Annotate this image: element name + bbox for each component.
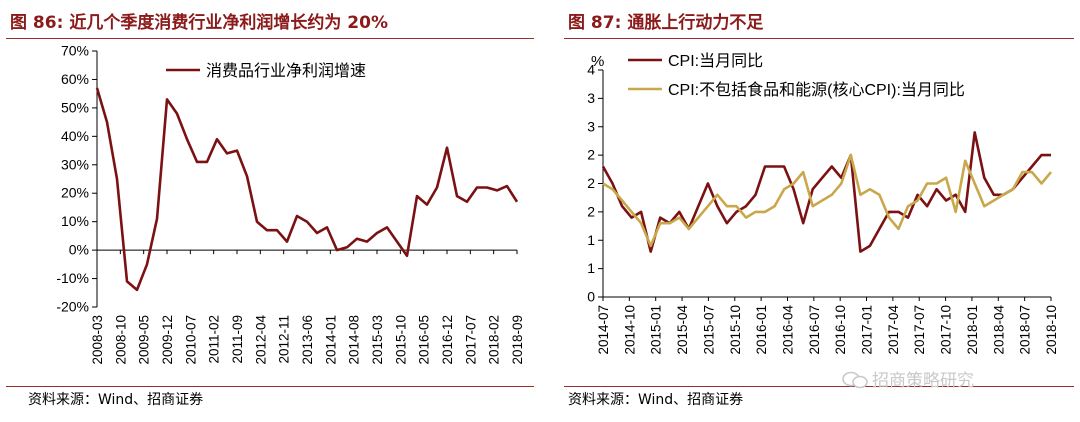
left-x-tick-label: 2017-07 [463, 315, 478, 365]
right-y-axis-label: % [591, 53, 604, 70]
left-x-tick-label: 2015-10 [393, 315, 408, 365]
left-x-tick-label: 2011-02 [207, 315, 222, 364]
left-x-tick-label: 2012-11 [277, 315, 292, 364]
watermark-text: 招商策略研究 [872, 371, 974, 391]
left-title-rule [6, 38, 534, 39]
left-x-tick-label: 2013-06 [300, 315, 315, 365]
left-panel: 图 86: 近几个季度消费行业净利润增长约为 20% -20% -10% 0% 10% 2… [6, 8, 534, 408]
left-y-tick-label: 40% [61, 128, 89, 144]
right-x-tick-label: 2016-10 [833, 305, 848, 355]
left-y-tick-label: -20% [56, 299, 89, 315]
left-x-tick-label: 2018-02 [487, 315, 502, 365]
left-x-tick-label: 2016-12 [440, 315, 455, 365]
right-figure-number: 图 87: [568, 13, 622, 33]
left-y-tick-label: 60% [61, 71, 89, 87]
right-y-tick-label: 4 [587, 62, 595, 78]
right-x-tick-label: 2018-04 [991, 305, 1006, 355]
left-legend-label-0: 消费品行业净利润增速 [206, 62, 366, 80]
right-source-note: 资料来源：Wind、招商证券 [568, 392, 744, 408]
left-y-tick-label: 10% [61, 213, 89, 229]
right-x-tick-label: 2015-04 [675, 305, 690, 355]
left-x-tick-label: 2018-09 [510, 315, 525, 365]
right-x-tick-label: 2015-01 [649, 305, 664, 355]
right-x-tick-label: 2014-07 [596, 305, 611, 355]
right-x-tick-label: 2015-10 [728, 305, 743, 355]
left-x-tick-label: 2008-10 [113, 315, 128, 365]
left-y-tick-label: 0% [69, 242, 89, 258]
left-y-tick-label: -10% [56, 270, 89, 286]
left-figure-number: 图 86: [10, 13, 64, 33]
right-x-tick-label: 2017-10 [939, 305, 954, 355]
right-y-tick-label: 2 [587, 203, 595, 219]
right-x-tick-label: 2017-07 [912, 305, 927, 355]
right-x-tick-label: 2016-01 [754, 305, 769, 355]
wechat-icon [842, 371, 868, 389]
right-chart-title: 图 87: 通胀上行动力不足 [568, 8, 763, 33]
left-x-tick-label: 2011-09 [230, 315, 245, 364]
right-y-tick-label: 3 [587, 90, 595, 106]
right-y-tick-label: 1 [587, 260, 595, 276]
left-line-chart: -20% -10% 0% 10% 20% 30% 40% 50% 60% 70% 2008-03 20… [56, 43, 525, 365]
left-y-tick-label: 30% [61, 156, 89, 172]
right-y-tick-label: 0 [587, 289, 595, 305]
right-x-tick-label: 2016-04 [780, 305, 795, 355]
left-series-0-line [95, 87, 519, 292]
watermark: 招商策略研究 [842, 366, 974, 391]
left-x-tick-label: 2009-05 [137, 315, 152, 365]
left-x-tick-label: 2014-08 [347, 315, 362, 365]
right-y-tick-label: 2 [587, 147, 595, 163]
right-line-chart: 0 1 1 2 2 2 3 3 4 2014-07 2014-10 2015-01 2015-04 201… [587, 52, 1059, 355]
right-x-tick-label: 2017-04 [886, 305, 901, 355]
right-x-tick-label: 2018-10 [1044, 305, 1059, 355]
right-y-tick-label: 2 [587, 175, 595, 191]
left-source-rule [6, 386, 534, 387]
left-y-tick-label: 50% [61, 99, 89, 115]
right-y-tick-label: 1 [587, 232, 595, 248]
left-x-tick-label: 2009-12 [160, 315, 175, 365]
left-source-note: 资料来源：Wind、招商证券 [28, 392, 204, 408]
left-x-tick-label: 2008-03 [90, 315, 105, 365]
right-source-rule [564, 386, 1074, 387]
left-y-tick-label: 70% [61, 43, 89, 59]
left-y-tick-label: 20% [61, 185, 89, 201]
left-x-tick-label: 2015-03 [370, 315, 385, 365]
right-x-tick-label: 2014-10 [622, 305, 637, 355]
right-x-tick-label: 2016-07 [807, 305, 822, 355]
right-panel: 图 87: 通胀上行动力不足 0 1 1 2 2 2 3 3 4 2014-07 2014-10 201… [558, 0, 1080, 422]
right-y-tick-label: 3 [587, 118, 595, 134]
left-x-tick-label: 2010-07 [183, 315, 198, 365]
left-x-tick-label: 2014-01 [323, 315, 338, 365]
left-x-tick-label: 2012-04 [253, 315, 268, 365]
right-title-rule [564, 38, 1074, 39]
right-x-tick-label: 2018-07 [1018, 305, 1033, 355]
right-legend-label-1: CPI:不包括食品和能源(核心CPI):当月同比 [668, 81, 965, 99]
left-chart-title: 图 86: 近几个季度消费行业净利润增长约为 20% [10, 8, 388, 33]
right-x-tick-label: 2015-07 [701, 305, 716, 355]
right-title-text: 通胀上行动力不足 [627, 13, 764, 33]
left-title-text: 近几个季度消费行业净利润增长约为 20% [69, 13, 388, 33]
right-x-tick-label: 2018-01 [965, 305, 980, 355]
left-x-tick-label: 2016-05 [417, 315, 432, 365]
right-legend-label-0: CPI:当月同比 [668, 52, 763, 70]
right-series-1-line [602, 153, 1052, 248]
right-x-tick-label: 2017-01 [860, 305, 875, 355]
right-series-0-line [601, 131, 1051, 253]
